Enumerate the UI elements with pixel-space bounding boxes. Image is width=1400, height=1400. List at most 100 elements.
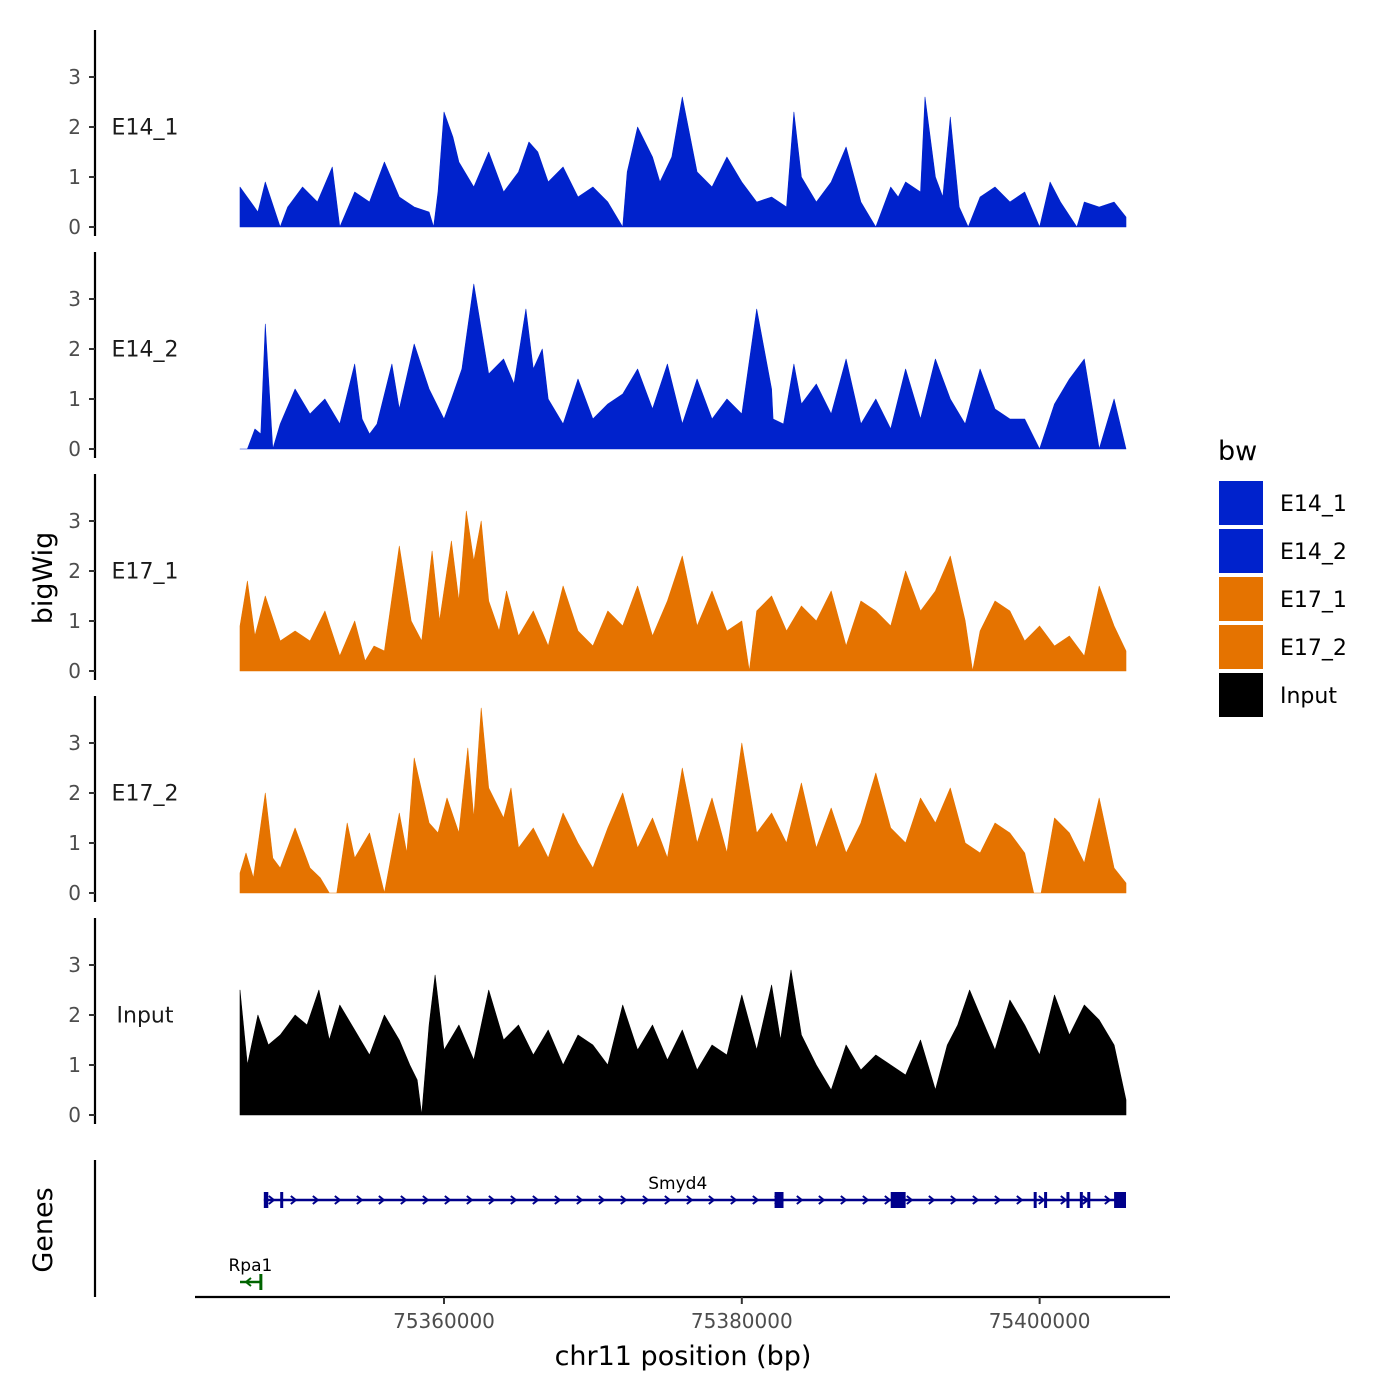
legend-swatch xyxy=(1219,625,1263,669)
strand-arrow xyxy=(444,1195,452,1205)
y-tick-label: 0 xyxy=(68,437,81,461)
track-e14-2: 0 1 2 3 E14_2 xyxy=(68,252,1127,461)
strand-arrow xyxy=(334,1195,342,1205)
strand-arrow xyxy=(818,1195,826,1205)
strand-arrow xyxy=(862,1195,870,1205)
strand-arrow xyxy=(840,1195,848,1205)
strand-arrow xyxy=(510,1195,518,1205)
strand-arrow xyxy=(796,1195,804,1205)
strand-arrow xyxy=(576,1195,584,1205)
gene-rpa1: Rpa1 xyxy=(229,1256,272,1290)
strand-arrow xyxy=(356,1195,364,1205)
strand-arrow xyxy=(532,1195,540,1205)
y-tick-label: 3 xyxy=(68,509,81,533)
strand-arrow xyxy=(642,1195,650,1205)
y-tick-label: 0 xyxy=(68,1103,81,1127)
strand-arrow xyxy=(884,1195,892,1205)
strand-arrow xyxy=(1104,1195,1112,1205)
y-tick-label: 2 xyxy=(68,781,81,805)
y-tick-label: 0 xyxy=(68,881,81,905)
signal-area xyxy=(239,707,1127,894)
gene-smyd4: Smyd4 xyxy=(263,1174,1126,1208)
strand-arrow xyxy=(422,1195,430,1205)
gene-label: Smyd4 xyxy=(648,1174,707,1194)
legend-item: Input xyxy=(1219,673,1337,717)
exon xyxy=(1033,1192,1037,1208)
x-axis: 75360000 75380000 75400000 xyxy=(195,1295,1170,1333)
gene-track-title: Genes xyxy=(28,1187,59,1272)
y-tick-label: 1 xyxy=(68,1053,81,1077)
strand-arrow xyxy=(400,1195,408,1205)
x-axis-title: chr11 position (bp) xyxy=(555,1341,812,1372)
y-tick-label: 3 xyxy=(68,953,81,977)
legend-label: Input xyxy=(1280,684,1337,709)
strand-arrow xyxy=(950,1195,958,1205)
exon xyxy=(1079,1192,1083,1208)
strand-arrow xyxy=(928,1195,936,1205)
y-tick-label: 0 xyxy=(68,659,81,683)
y-tick-label: 3 xyxy=(68,731,81,755)
y-axis-title: bigWig xyxy=(28,532,59,625)
track-label: E14_2 xyxy=(112,338,179,363)
strand-arrow xyxy=(994,1195,1002,1205)
exon xyxy=(890,1192,906,1208)
track-e14-1: 0 1 2 3 E14_1 xyxy=(68,30,1127,239)
exon xyxy=(263,1192,269,1208)
y-tick-label: 1 xyxy=(68,831,81,855)
exon xyxy=(1044,1192,1048,1208)
y-tick-label: 1 xyxy=(68,165,81,189)
y-tick-label: 2 xyxy=(68,337,81,361)
strand-arrow xyxy=(620,1195,628,1205)
strand-arrow xyxy=(664,1195,672,1205)
gene-track: Smyd4 Rpa1 xyxy=(93,1160,1126,1297)
y-tick-label: 1 xyxy=(68,609,81,633)
track-e17-1: 0 1 2 3 E17_1 xyxy=(68,474,1127,683)
exon xyxy=(1087,1192,1091,1208)
strand-arrow xyxy=(1060,1195,1068,1205)
x-tick-label: 75380000 xyxy=(691,1309,793,1333)
legend-swatch xyxy=(1219,577,1263,621)
legend-swatch xyxy=(1219,529,1263,573)
track-input: 0 1 2 3 Input xyxy=(68,918,1127,1127)
strand-arrow xyxy=(1038,1195,1046,1205)
x-tick-label: 75400000 xyxy=(989,1309,1091,1333)
track-e17-2: 0 1 2 3 E17_2 xyxy=(68,696,1127,905)
legend-label: E14_2 xyxy=(1280,540,1347,565)
legend-swatch xyxy=(1219,673,1263,717)
track-label: Input xyxy=(117,1004,174,1029)
legend-title: bw xyxy=(1218,436,1257,467)
exon xyxy=(1066,1192,1070,1208)
legend: bw E14_1 E14_2 E17_1 E17_2 Input xyxy=(1218,436,1347,717)
legend-item: E14_2 xyxy=(1219,529,1347,573)
strand-arrow xyxy=(244,1277,252,1287)
x-tick-label: 75360000 xyxy=(393,1309,495,1333)
exon xyxy=(280,1192,284,1208)
strand-arrow xyxy=(906,1195,914,1205)
y-tick-label: 0 xyxy=(68,215,81,239)
legend-label: E14_1 xyxy=(1280,492,1347,517)
signal-area xyxy=(239,283,1127,450)
y-tick-label: 2 xyxy=(68,1003,81,1027)
signal-tracks: 0 1 2 3 E14_1 0 1 2 3 E14_2 0 1 2 3 E17_1 0 1 2 3 E17_2 0 1 2 3… xyxy=(68,30,1127,1127)
legend-label: E17_2 xyxy=(1280,636,1347,661)
strand-arrow xyxy=(752,1195,760,1205)
strand-arrow xyxy=(312,1195,320,1205)
strand-arrow xyxy=(488,1195,496,1205)
signal-area xyxy=(239,96,1127,228)
strand-arrow xyxy=(686,1195,694,1205)
y-tick-label: 2 xyxy=(68,115,81,139)
y-tick-label: 2 xyxy=(68,559,81,583)
signal-area xyxy=(239,969,1127,1116)
legend-label: E17_1 xyxy=(1280,588,1347,613)
strand-arrow xyxy=(708,1195,716,1205)
strand-arrow xyxy=(730,1195,738,1205)
y-tick-label: 1 xyxy=(68,387,81,411)
strand-arrow xyxy=(290,1195,298,1205)
strand-arrow xyxy=(378,1195,386,1205)
strand-arrow xyxy=(598,1195,606,1205)
legend-item: E17_2 xyxy=(1219,625,1347,669)
y-tick-label: 3 xyxy=(68,65,81,89)
legend-swatch xyxy=(1219,481,1263,525)
strand-arrow xyxy=(554,1195,562,1205)
